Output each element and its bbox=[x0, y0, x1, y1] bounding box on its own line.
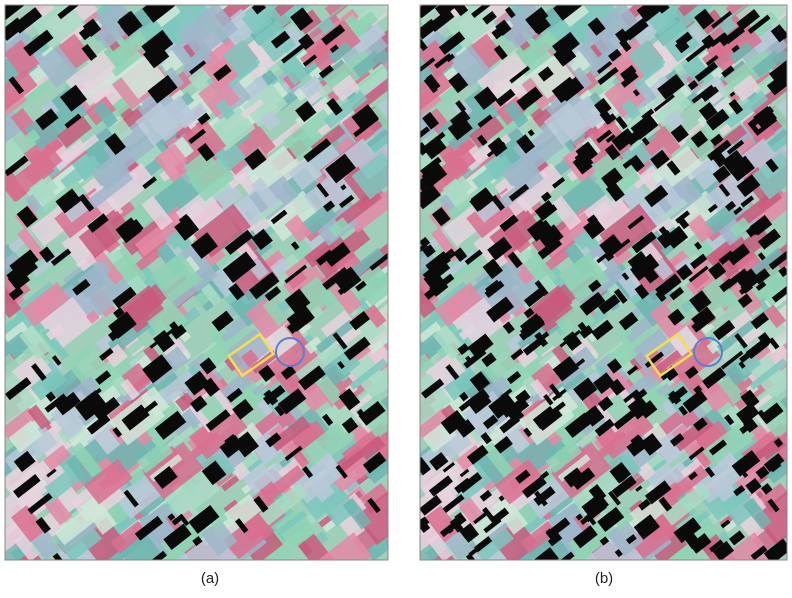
panel-caption: (b) bbox=[595, 570, 613, 587]
panel-b-image bbox=[392, 0, 792, 587]
panel-a-image bbox=[0, 0, 412, 587]
panel-caption: (a) bbox=[201, 570, 219, 587]
page: (a) (b) (() => { const data = JSON.parse… bbox=[0, 0, 792, 593]
figure: (a) (b) bbox=[0, 0, 792, 593]
